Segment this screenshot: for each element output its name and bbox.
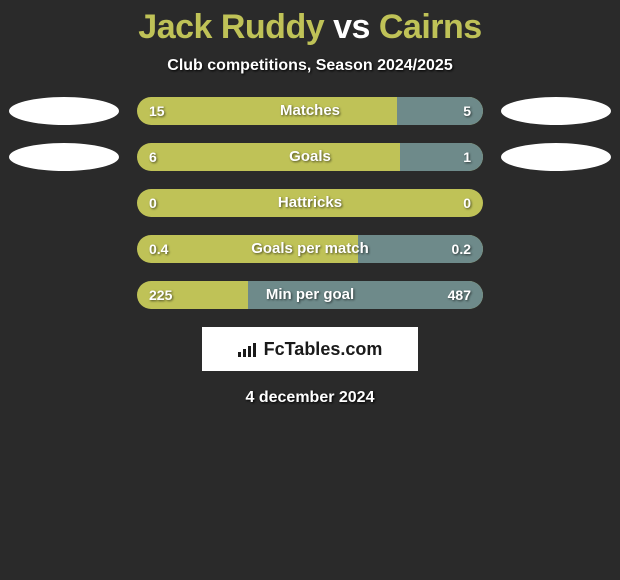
- subtitle: Club competitions, Season 2024/2025: [0, 57, 620, 75]
- stat-label: Goals: [137, 143, 483, 171]
- player1-marker: [9, 143, 119, 171]
- brand-text: FcTables.com: [264, 339, 383, 360]
- stat-label: Hattricks: [137, 189, 483, 217]
- player2-marker: [501, 143, 611, 171]
- chart-icon: [238, 341, 258, 357]
- stats-list: 155Matches 61Goals 00Hattricks 0.40.2Goals …: [0, 97, 620, 309]
- stat-row: 00Hattricks: [0, 189, 620, 217]
- player2-name: Cairns: [379, 8, 482, 46]
- player2-marker: [501, 97, 611, 125]
- player1-marker: [9, 97, 119, 125]
- page-title: Jack Ruddy vs Cairns: [0, 8, 620, 47]
- brand-box[interactable]: FcTables.com: [202, 327, 418, 371]
- stat-row: 155Matches: [0, 97, 620, 125]
- stat-bar: 0.40.2Goals per match: [137, 235, 483, 263]
- stat-label: Matches: [137, 97, 483, 125]
- stat-bar: 225487Min per goal: [137, 281, 483, 309]
- player1-name: Jack Ruddy: [138, 8, 324, 46]
- stat-row: 225487Min per goal: [0, 281, 620, 309]
- stat-label: Min per goal: [137, 281, 483, 309]
- stat-bar: 61Goals: [137, 143, 483, 171]
- stat-bar: 155Matches: [137, 97, 483, 125]
- stat-label: Goals per match: [137, 235, 483, 263]
- vs-text: vs: [333, 8, 370, 46]
- stat-row: 61Goals: [0, 143, 620, 171]
- stat-row: 0.40.2Goals per match: [0, 235, 620, 263]
- stat-bar: 00Hattricks: [137, 189, 483, 217]
- date-text: 4 december 2024: [0, 389, 620, 407]
